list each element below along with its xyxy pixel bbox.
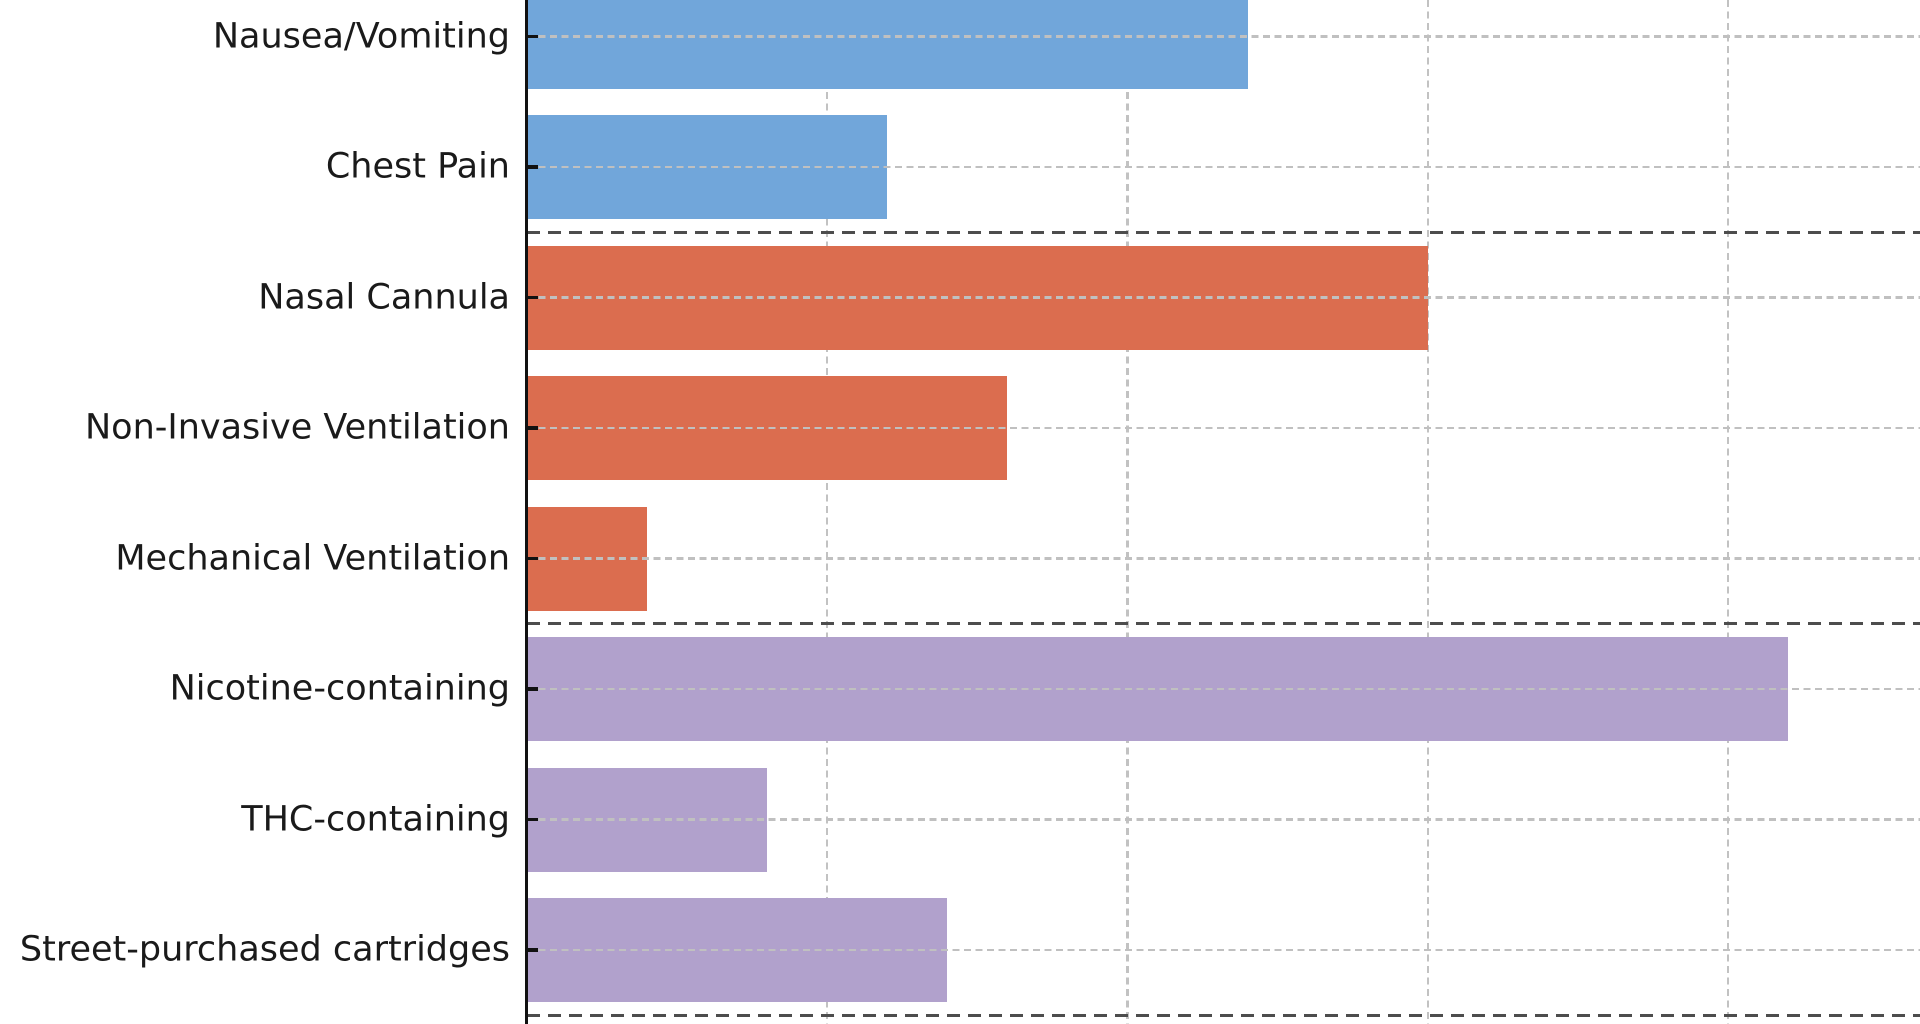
y-axis-tick bbox=[527, 34, 538, 39]
category-gridline bbox=[527, 426, 1920, 430]
category-gridline bbox=[527, 948, 1920, 952]
x-gridline bbox=[1126, 0, 1129, 1024]
y-axis-label: Street-purchased cartridges bbox=[19, 929, 510, 970]
y-axis-label: Non-Invasive Ventilation bbox=[84, 407, 510, 448]
y-axis-tick bbox=[527, 556, 538, 561]
group-separator bbox=[527, 1013, 1920, 1017]
y-axis-label: Mechanical Ventilation bbox=[115, 538, 510, 578]
x-gridline bbox=[826, 0, 829, 1024]
x-gridline bbox=[1426, 0, 1430, 1024]
y-axis-tick bbox=[527, 295, 538, 300]
group-separator bbox=[527, 230, 1920, 234]
category-gridline bbox=[527, 687, 1920, 691]
y-axis-label: Nausea/Vomiting bbox=[212, 16, 510, 56]
y-axis-label: Chest Pain bbox=[325, 146, 510, 187]
category-gridline bbox=[527, 165, 1920, 169]
y-axis-label: THC-containing bbox=[241, 799, 510, 839]
y-axis-line bbox=[524, 0, 528, 1024]
y-axis-tick bbox=[527, 948, 538, 952]
category-gridline bbox=[527, 296, 1920, 299]
y-axis-label: Nasal Cannula bbox=[258, 277, 510, 317]
y-axis-tick bbox=[527, 426, 538, 430]
category-gridline bbox=[527, 818, 1920, 821]
y-axis-tick bbox=[527, 165, 538, 169]
y-axis-tick bbox=[527, 687, 538, 691]
category-gridline bbox=[527, 557, 1920, 560]
y-axis-tick bbox=[527, 817, 538, 822]
group-separator bbox=[527, 622, 1920, 626]
x-gridline bbox=[1727, 0, 1730, 1024]
y-axis-label: Nicotine-containing bbox=[169, 668, 510, 709]
bar bbox=[527, 0, 1248, 89]
category-gridline bbox=[527, 35, 1920, 38]
